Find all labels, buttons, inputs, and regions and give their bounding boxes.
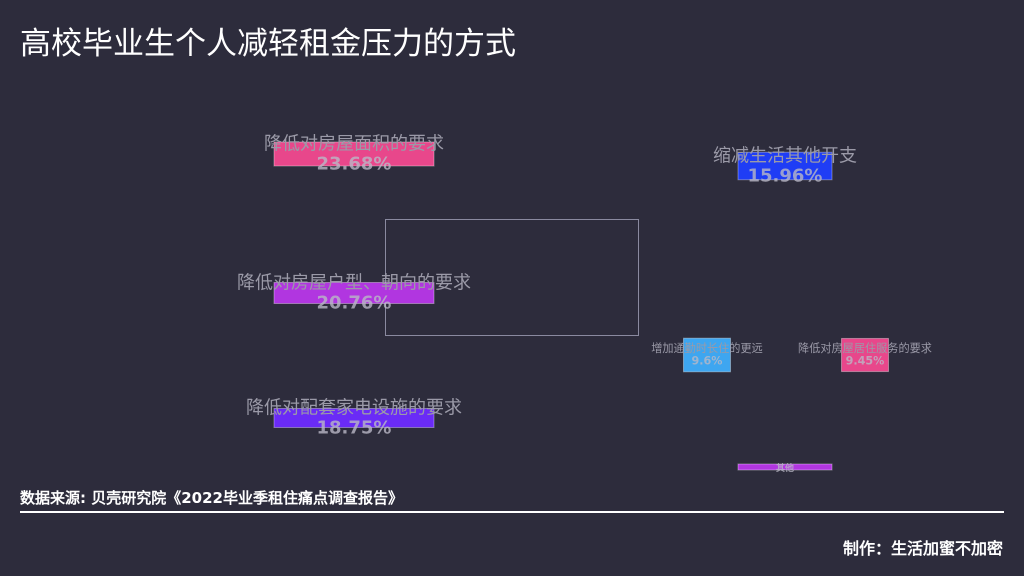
- value-label-1: 23.68%: [317, 153, 392, 174]
- value-label-2: 20.76%: [317, 292, 392, 313]
- bar-tile-4: [737, 151, 833, 181]
- chart-title: 高校毕业生个人减轻租金压力的方式: [20, 26, 516, 62]
- bar-tile-6: [841, 337, 889, 373]
- category-label-6: 降低对房屋居住服务的要求: [798, 341, 932, 355]
- bar-tile-5: [683, 337, 731, 373]
- credit-note: 制作：生活加蜜不加密: [842, 539, 1003, 558]
- category-label-4: 缩减生活其他开支: [713, 146, 857, 167]
- bar-tile-1: [273, 141, 435, 167]
- footer-divider: [20, 511, 1004, 513]
- data-source-note: 数据来源: 贝壳研究院《2022毕业季租住痛点调查报告》: [20, 489, 403, 507]
- value-label-3: 18.75%: [317, 417, 392, 438]
- bar-tile-7: [737, 463, 833, 471]
- value-label-6: 9.45%: [846, 354, 885, 367]
- value-label-5: 9.6%: [692, 354, 723, 367]
- bar-tile-2: [273, 281, 435, 305]
- category-label-2: 降低对房屋户型、朝向的要求: [237, 273, 471, 294]
- chart-frame: [385, 219, 639, 336]
- category-label-1: 降低对房屋面积的要求: [264, 134, 444, 155]
- category-label-3: 降低对配套家电设施的要求: [246, 398, 462, 419]
- category-label-5: 增加通勤时长住的更远: [651, 341, 763, 355]
- value-label-7: 其他: [776, 462, 794, 474]
- value-label-4: 15.96%: [748, 165, 823, 186]
- bar-tile-3: [273, 408, 435, 428]
